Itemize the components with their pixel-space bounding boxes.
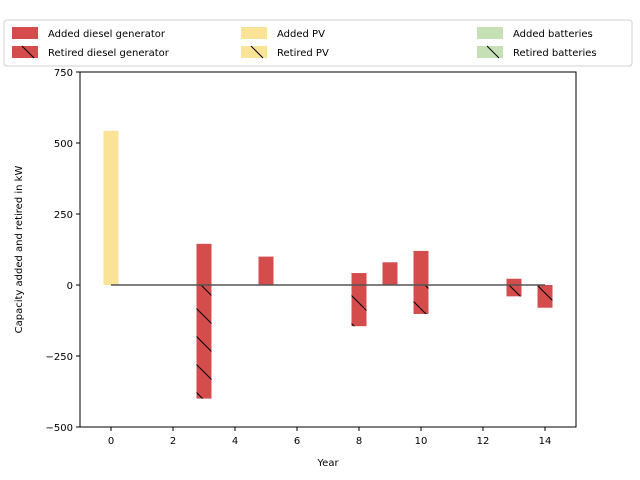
legend-swatch-added-pv xyxy=(241,27,267,39)
legend-label-added-diesel-generator: Added diesel generator xyxy=(48,29,166,40)
x-axis: 0 2 4 6 8 10 12 14 xyxy=(108,427,552,447)
x-tick-label: 6 xyxy=(294,436,300,447)
legend-label-retired-pv: Retired PV xyxy=(277,48,329,59)
y-tick-label: 500 xyxy=(54,139,73,150)
y-tick-label: −500 xyxy=(46,423,73,434)
bar-added-diesel-generator-13 xyxy=(506,278,522,285)
legend-hatch-retired-batteries xyxy=(486,45,500,59)
plot-frame xyxy=(79,71,577,428)
legend-swatch-retired-pv xyxy=(241,46,267,58)
legend-swatch-added-batteries xyxy=(477,27,503,39)
y-tick-label: 0 xyxy=(67,281,73,292)
y-tick-label: 750 xyxy=(54,68,73,79)
legend-swatch-retired-diesel-generator xyxy=(12,46,38,58)
x-tick-label: 8 xyxy=(356,436,362,447)
legend-swatch-retired-batteries xyxy=(477,46,503,58)
y-axis: −500 −250 0 250 500 750 xyxy=(46,68,80,434)
x-tick-label: 14 xyxy=(539,436,552,447)
x-tick-label: 4 xyxy=(232,436,238,447)
bar-hatch-retired-diesel-generator-14 xyxy=(537,285,553,308)
y-tick-label: 250 xyxy=(54,210,73,221)
x-tick-label: 2 xyxy=(170,436,176,447)
bar-added-pv-0 xyxy=(103,130,119,285)
legend-hatch-retired-diesel-generator xyxy=(21,45,35,59)
bar-added-diesel-generator-5 xyxy=(258,256,274,285)
y-axis-label: Capacity added and retired in kW xyxy=(14,166,25,334)
bar-added-diesel-generator-8 xyxy=(351,273,367,285)
legend-label-added-pv: Added PV xyxy=(277,29,325,40)
legend-label-retired-diesel-generator: Retired diesel generator xyxy=(48,48,170,59)
bar-added-diesel-generator-10 xyxy=(413,250,429,285)
bar-hatch-retired-diesel-generator-8 xyxy=(351,285,367,327)
x-axis-label: Year xyxy=(316,458,339,469)
bar-added-diesel-generator-3 xyxy=(196,243,212,285)
bar-hatch-retired-diesel-generator-3 xyxy=(196,285,212,399)
plot-area xyxy=(79,71,577,428)
legend-hatch-retired-pv xyxy=(250,45,264,59)
legend: Added diesel generator Added PV Added batt… xyxy=(3,19,633,67)
legend-swatch-added-diesel-generator xyxy=(12,27,38,39)
y-tick-label: −250 xyxy=(46,352,73,363)
x-tick-label: 10 xyxy=(415,436,428,447)
bar-hatch-retired-diesel-generator-13 xyxy=(506,285,522,297)
bar-added-diesel-generator-9 xyxy=(382,262,398,285)
legend-label-added-batteries: Added batteries xyxy=(513,29,593,40)
legend-frame xyxy=(3,19,633,67)
bar-hatch-retired-diesel-generator-10 xyxy=(413,285,429,314)
x-tick-label: 12 xyxy=(477,436,490,447)
x-tick-label: 0 xyxy=(108,436,114,447)
legend-label-retired-batteries: Retired batteries xyxy=(513,48,597,59)
